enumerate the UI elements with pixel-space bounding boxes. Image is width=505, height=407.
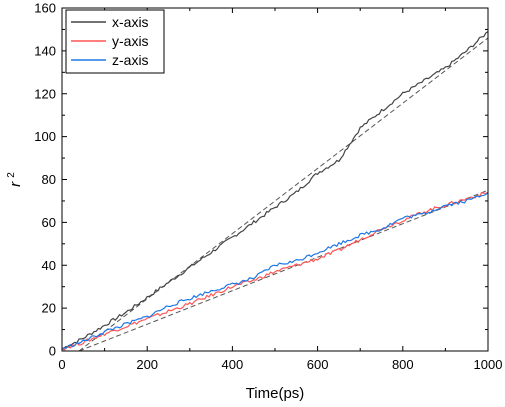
- x-tick-label: 200: [136, 357, 158, 372]
- y-tick-label: 160: [34, 1, 56, 16]
- y-tick-label: 120: [34, 86, 56, 101]
- legend-label-z-axis: z-axis: [112, 52, 149, 68]
- fit-line-1: [78, 37, 489, 352]
- y-tick-label: 100: [34, 129, 56, 144]
- legend: x-axis y-axis z-axis: [65, 9, 165, 74]
- fit-lines: [78, 37, 489, 352]
- x-axis-title: Time(ps): [246, 385, 305, 402]
- y-tick-label: 0: [49, 344, 56, 359]
- series-line-x-axis: [61, 31, 489, 350]
- legend-label-y-axis: y-axis: [112, 33, 149, 49]
- y-tick-label: 80: [42, 172, 56, 187]
- y-axis-title-superscript: 2: [6, 172, 17, 178]
- x-tick-label: 800: [392, 357, 414, 372]
- axis-ticks: 0 200 400 600 800 1000 0 20 40 60 80 100 120 140 160: [34, 1, 502, 373]
- legend-label-x-axis: x-axis: [112, 14, 149, 30]
- y-axis-title: r 2: [6, 172, 24, 187]
- y-tick-label: 140: [34, 43, 56, 58]
- x-tick-label: 0: [58, 357, 65, 372]
- x-tick-label: 600: [307, 357, 329, 372]
- series-lines: [61, 31, 489, 351]
- x-tick-label: 400: [222, 357, 244, 372]
- series-line-z-axis: [61, 191, 489, 350]
- fit-line-2: [78, 189, 489, 352]
- series-line-y-axis: [61, 191, 489, 351]
- y-tick-label: 40: [42, 258, 56, 273]
- y-tick-label: 60: [42, 215, 56, 230]
- x-tick-label: 1000: [474, 357, 503, 372]
- y-axis-title-base: r: [7, 181, 24, 187]
- y-tick-label: 20: [42, 301, 56, 316]
